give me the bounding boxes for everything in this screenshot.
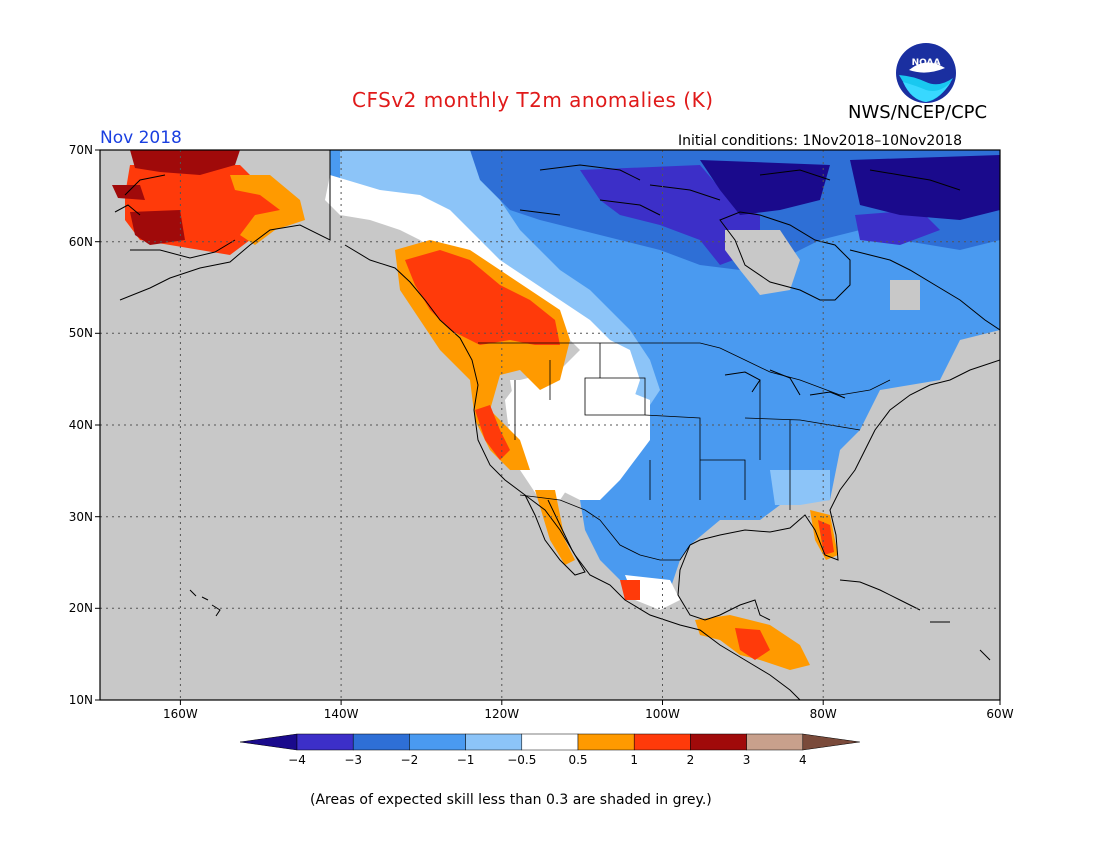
colorbar-bin [633, 733, 691, 751]
anomaly-region-red-sonora [620, 580, 640, 600]
colorbar-bin [296, 733, 354, 751]
lat-label: 60N [69, 235, 93, 249]
lat-label: 10N [69, 693, 93, 707]
colorbar-level-label: −3 [344, 753, 362, 767]
initial-conditions-label: Initial conditions: 1Nov2018–10Nov2018 [678, 133, 963, 149]
lon-label: 60W [986, 707, 1013, 721]
lon-label: 100W [645, 707, 680, 721]
skill-footnote: (Areas of expected skill less than 0.3 a… [310, 792, 712, 808]
colorbar-level-label: 2 [687, 753, 695, 767]
anomaly-region-purple-east [855, 210, 940, 245]
colorbar-level-label: 1 [630, 753, 638, 767]
anomaly-region-red-florida [818, 520, 834, 555]
lat-label: 40N [69, 418, 93, 432]
anomaly-region-red-ca [475, 405, 510, 460]
chart-title: CFSv2 monthly T2m anomalies (K) [352, 88, 714, 112]
month-label: Nov 2018 [100, 128, 182, 148]
anomaly-region-red-pnw [405, 250, 560, 345]
graticule [100, 150, 1000, 700]
colorbar-level-label: −0.5 [507, 753, 536, 767]
anomaly-region-lightblue-se [770, 470, 830, 505]
colorbar-bin [352, 733, 410, 751]
colorbar-bin [690, 733, 747, 751]
lat-label: 70N [69, 143, 93, 157]
colorbar-level-label: 0.5 [568, 753, 587, 767]
anomaly-region-darkred-alaska-n [130, 150, 240, 175]
anomaly-region-darkred-alaska-w [112, 185, 145, 200]
noaa-logo: NOAA [896, 43, 956, 103]
lat-label: 20N [69, 601, 93, 615]
lon-label: 140W [324, 707, 359, 721]
colorbar-bin [465, 733, 523, 751]
colorbar: −4 −3 −2 −1 −0.5 0.5 1 2 3 4 [239, 733, 860, 767]
colorbar-level-label: −2 [401, 753, 419, 767]
colorbar-bin [409, 733, 466, 751]
anomaly-region-darkred-alaska-sw [130, 210, 185, 245]
logo-text: NOAA [912, 58, 941, 68]
colorbar-level-label: −4 [288, 753, 306, 767]
agency-label: NWS/NCEP/CPC [848, 102, 988, 123]
political-borders [478, 342, 891, 561]
skill-grey-east [890, 280, 920, 310]
lat-label: 50N [69, 326, 93, 340]
colorbar-extend-low [239, 733, 298, 751]
anomaly-region-white-southwest [510, 380, 650, 500]
anomaly-region-indigo [850, 155, 1000, 220]
colorbar-bin [746, 733, 804, 751]
coastlines [114, 150, 1000, 700]
anomaly-region-indigo-2 [700, 160, 830, 215]
colorbar-level-label: 3 [743, 753, 751, 767]
colorbar-bin [577, 733, 635, 751]
colorbar-extend-high [802, 733, 860, 751]
colorbar-bin [521, 733, 579, 751]
anomaly-region-orange-baja [535, 490, 575, 565]
colorbar-level-label: 4 [799, 753, 807, 767]
skill-grey-hudson [725, 230, 800, 295]
lat-label: 30N [69, 510, 93, 524]
colorbar-level-label: −1 [457, 753, 475, 767]
lon-label: 80W [810, 707, 837, 721]
anomaly-region-purple [580, 165, 760, 265]
anomaly-region-red-camerica [735, 628, 770, 660]
lon-label: 160W [163, 707, 198, 721]
anomaly-region-orange-alaska [230, 175, 305, 245]
axis-ticks [95, 149, 1001, 705]
lon-label: 120W [484, 707, 519, 721]
